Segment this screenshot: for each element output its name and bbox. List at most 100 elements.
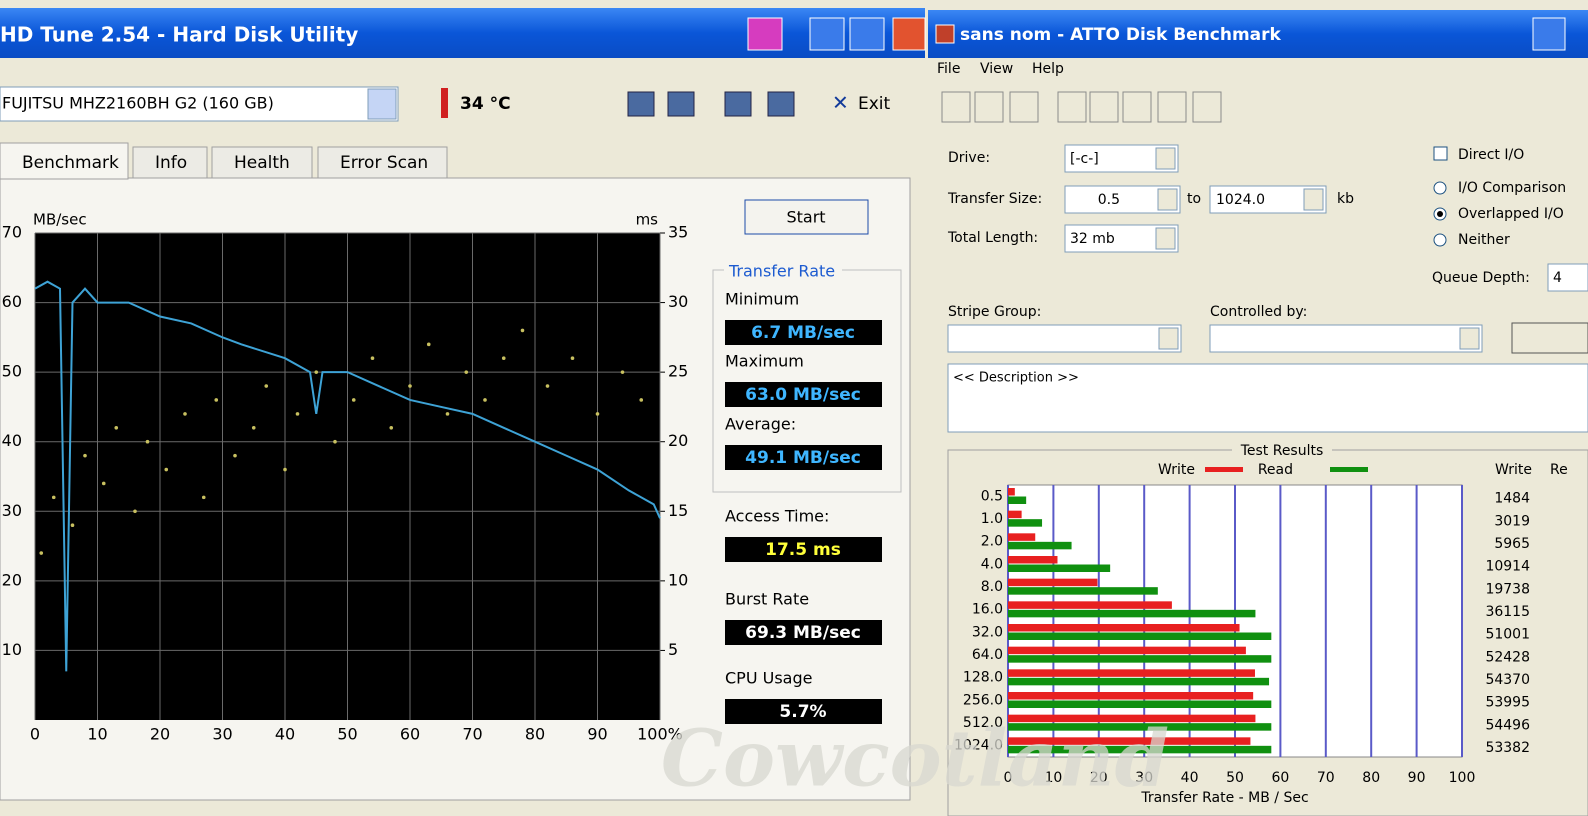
field-label: Transfer Size:	[947, 191, 1042, 207]
tab-label[interactable]: Health	[234, 153, 290, 173]
toolbar-button[interactable]	[1123, 92, 1151, 122]
y2-tick-label: 5	[668, 640, 678, 659]
x-tick-label: 50	[1226, 770, 1244, 786]
queue-value: 4	[1553, 270, 1562, 286]
x-tick-label: 40	[275, 725, 295, 744]
tab-label[interactable]: Error Scan	[340, 153, 428, 173]
radio-label[interactable]: Neither	[1458, 232, 1510, 248]
access-time-point	[252, 426, 256, 430]
toolbar-button[interactable]	[975, 92, 1003, 122]
x-tick-label: 20	[150, 725, 170, 744]
access-time-point	[283, 468, 287, 472]
access-time-point	[114, 426, 118, 430]
bar	[1008, 601, 1172, 609]
dropdown-arrow[interactable]	[1304, 189, 1323, 210]
field-label: kb	[1337, 191, 1354, 207]
bar	[1008, 542, 1072, 550]
access-time-point	[571, 356, 575, 360]
exit-button[interactable]: Exit	[858, 94, 891, 114]
field-label: Drive:	[948, 150, 990, 166]
menu-item[interactable]: View	[980, 61, 1013, 77]
access-time-point	[233, 454, 237, 458]
bar	[1008, 587, 1158, 595]
radio-label[interactable]: Overlapped I/O	[1458, 206, 1564, 222]
combo-box[interactable]	[948, 325, 1181, 352]
bar	[1008, 511, 1022, 518]
button[interactable]	[810, 18, 844, 50]
toolbar-button[interactable]	[1193, 92, 1221, 122]
table-header: Re	[1550, 462, 1568, 478]
field-label: Stripe Group:	[948, 304, 1041, 320]
access-time-point	[371, 356, 375, 360]
toolbar-button[interactable]	[1058, 92, 1086, 122]
radio[interactable]	[1434, 182, 1446, 194]
toolbar-icon[interactable]	[768, 92, 794, 116]
field-label: Queue Depth:	[1432, 270, 1530, 286]
y-tick-label: 64.0	[972, 647, 1003, 663]
legend-swatch	[1205, 467, 1243, 472]
x-tick-label: 10	[87, 725, 107, 744]
menu-item[interactable]: Help	[1032, 61, 1064, 77]
toolbar-icon[interactable]	[628, 92, 654, 116]
tab-label[interactable]: Benchmark	[22, 153, 119, 173]
toolbar-button[interactable]	[1158, 92, 1186, 122]
dropdown-arrow[interactable]	[1156, 148, 1175, 169]
field-label: Controlled by:	[1210, 304, 1307, 320]
stat-label: Maximum	[725, 352, 804, 371]
x-tick-label: 40	[1181, 770, 1199, 786]
stat-label: Minimum	[725, 290, 799, 309]
stat-label: Burst Rate	[725, 590, 809, 609]
bar	[1008, 519, 1042, 527]
watermark: Cowcotland	[661, 714, 1169, 805]
radio[interactable]	[1434, 234, 1446, 246]
table-cell: 54370	[1485, 672, 1530, 688]
menu-item[interactable]: File	[937, 61, 960, 77]
table-cell: 3019	[1494, 513, 1530, 529]
dropdown-arrow[interactable]	[1460, 328, 1479, 349]
toolbar-button[interactable]	[1090, 92, 1118, 122]
access-time-point	[408, 384, 412, 388]
button[interactable]	[1533, 18, 1565, 50]
y-tick-label: 1.0	[981, 511, 1003, 527]
combo-box[interactable]	[1210, 325, 1482, 352]
close-button[interactable]	[893, 18, 925, 50]
combo-value: 1024.0	[1216, 192, 1265, 208]
access-time-point	[639, 398, 643, 402]
access-time-point	[546, 384, 550, 388]
window-title: sans nom - ATTO Disk Benchmark	[960, 25, 1282, 45]
toolbar-button[interactable]	[1010, 92, 1038, 122]
access-time-point	[83, 454, 87, 458]
access-time-point	[314, 370, 318, 374]
y-tick-label: 40	[2, 431, 22, 450]
start-label[interactable]: Start	[786, 208, 825, 227]
button[interactable]	[1512, 323, 1588, 353]
dropdown-arrow[interactable]	[368, 89, 396, 119]
table-cell: 53995	[1485, 695, 1530, 711]
legend-swatch	[1330, 467, 1368, 472]
button[interactable]	[850, 18, 884, 50]
page: { "hdtune": { "title": "HD Tune 2.54 - H…	[0, 0, 1588, 816]
tab-label[interactable]: Info	[155, 153, 187, 173]
x-tick-label: 60	[400, 725, 420, 744]
bar	[1008, 633, 1271, 641]
radio-label[interactable]: I/O Comparison	[1458, 180, 1566, 196]
y-tick-label: 2.0	[981, 534, 1003, 550]
x-tick-label: 30	[212, 725, 232, 744]
access-time-point	[102, 482, 106, 486]
toolbar-icon[interactable]	[668, 92, 694, 116]
bar	[1008, 565, 1110, 573]
toolbar-icon[interactable]	[725, 92, 751, 116]
y-tick-label: 60	[2, 292, 22, 311]
toolbar-button[interactable]	[942, 92, 970, 122]
dropdown-arrow[interactable]	[1158, 189, 1177, 210]
stat-label: Access Time:	[725, 507, 829, 526]
checkbox[interactable]	[1434, 147, 1447, 160]
y-tick-label: 0.5	[981, 488, 1003, 504]
radio-dot	[1437, 211, 1443, 217]
dropdown-arrow[interactable]	[1159, 328, 1178, 349]
button[interactable]	[748, 18, 782, 50]
access-time-point	[464, 370, 468, 374]
checkbox-label[interactable]: Direct I/O	[1458, 147, 1524, 163]
x-tick-label: 70	[462, 725, 482, 744]
dropdown-arrow[interactable]	[1156, 228, 1175, 249]
